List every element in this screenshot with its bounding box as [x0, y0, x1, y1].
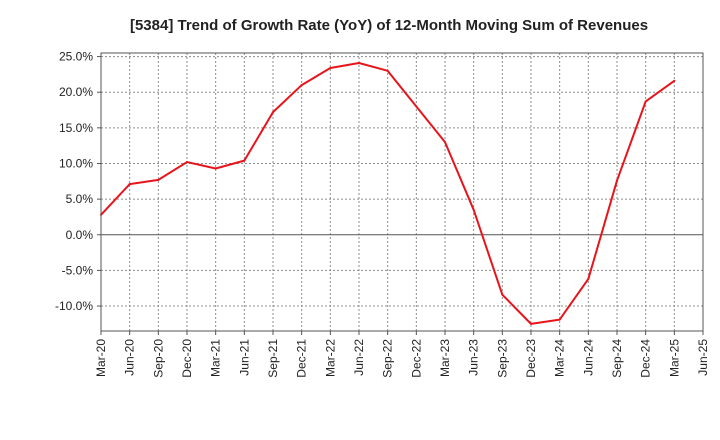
- x-tick-label: Dec-20: [180, 339, 194, 378]
- grid-lines: [101, 53, 703, 331]
- x-tick-label: Sep-21: [266, 339, 280, 378]
- data-point: [501, 293, 504, 296]
- data-point: [616, 179, 618, 182]
- data-point: [386, 69, 389, 72]
- data-point: [558, 318, 561, 321]
- data-point: [300, 84, 303, 87]
- x-tick-label: Mar-20: [94, 339, 108, 377]
- y-tick-label: 0.0%: [66, 228, 94, 242]
- data-point: [673, 79, 676, 82]
- y-tick-label: 25.0%: [59, 50, 93, 64]
- x-tick-label: Jun-21: [237, 339, 251, 376]
- data-point: [587, 277, 590, 280]
- x-tick-label: Jun-25: [696, 339, 710, 376]
- x-tick-label: Mar-21: [209, 339, 223, 377]
- x-tick-label: Sep-22: [381, 339, 395, 378]
- y-tick-label: -10.0%: [55, 299, 93, 313]
- x-axis-ticks: Mar-20 Jun-20 Sep-20 Dec-20 Mar-21 Jun-21 Sep-…: [94, 331, 710, 378]
- data-point: [358, 61, 360, 64]
- chart-title: [5384] Trend of Growth Rate (YoY) of 12-…: [130, 17, 648, 34]
- y-tick-label: -5.0%: [62, 263, 94, 277]
- x-tick-label: Sep-20: [151, 339, 165, 378]
- x-tick-label: Jun-23: [467, 339, 481, 376]
- y-tick-label: 20.0%: [59, 85, 93, 99]
- x-tick-label: Dec-23: [524, 339, 538, 378]
- x-tick-label: Jun-22: [352, 339, 366, 376]
- x-tick-label: Dec-24: [639, 339, 653, 378]
- y-axis-ticks: -10.0% -5.0% 0.0% 5.0% 10.0% 15.0% 20.0% 25.0%: [55, 50, 101, 313]
- data-point: [243, 159, 246, 162]
- data-point: [472, 208, 475, 211]
- data-point: [329, 66, 332, 69]
- x-tick-label: Jun-24: [581, 339, 595, 376]
- x-tick-label: Dec-21: [295, 339, 309, 378]
- data-point: [644, 100, 647, 103]
- data-point: [444, 141, 446, 144]
- y-tick-label: 5.0%: [66, 192, 94, 206]
- x-tick-label: Dec-22: [409, 339, 423, 378]
- data-point: [157, 178, 160, 181]
- data-point: [415, 105, 418, 108]
- data-point: [186, 161, 188, 164]
- data-point: [530, 322, 532, 325]
- y-tick-label: 15.0%: [59, 121, 93, 135]
- x-tick-label: Mar-25: [667, 339, 681, 377]
- y-tick-label: 10.0%: [59, 156, 93, 170]
- data-point: [214, 167, 217, 170]
- x-tick-label: Sep-24: [610, 339, 624, 378]
- data-point: [128, 183, 131, 186]
- x-tick-label: Mar-24: [553, 339, 567, 377]
- x-tick-label: Mar-23: [438, 339, 452, 377]
- plot-area: [100, 52, 704, 332]
- x-tick-label: Mar-22: [323, 339, 337, 377]
- series-layer: [100, 61, 676, 325]
- data-point: [272, 111, 274, 114]
- x-tick-label: Sep-23: [495, 339, 509, 378]
- x-tick-label: Jun-20: [123, 339, 137, 376]
